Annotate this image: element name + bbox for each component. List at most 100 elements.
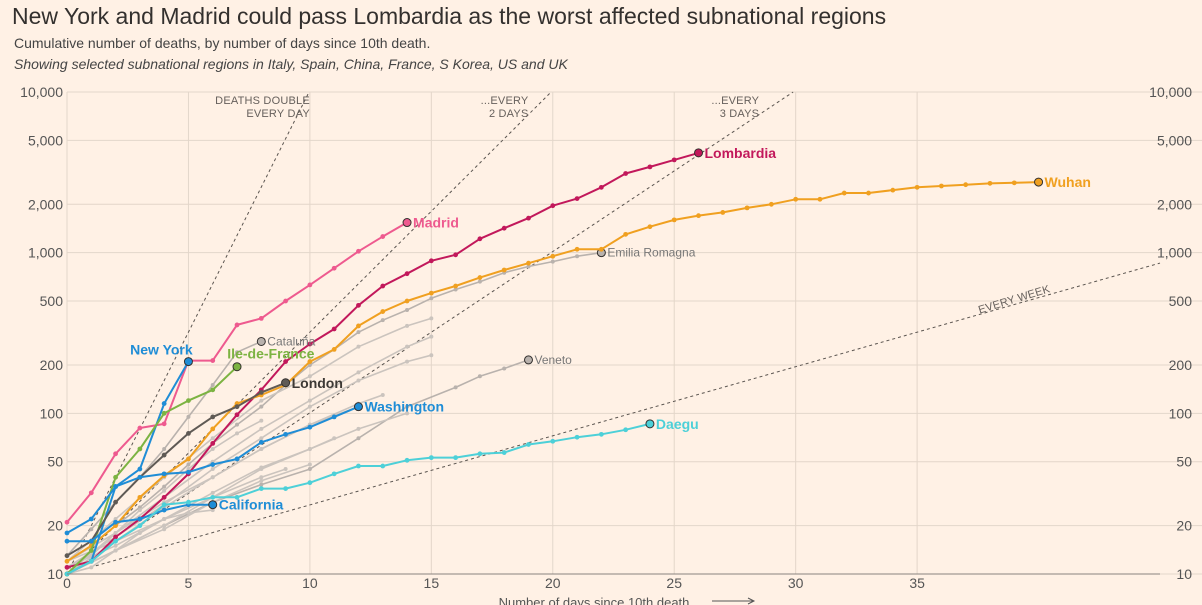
chart-subtitle: Cumulative number of deaths, by number o… [14,35,431,51]
series-point [259,404,264,409]
series-point [235,350,240,355]
series-point [307,398,312,403]
series-point [137,523,143,529]
series-point [259,398,264,403]
series-label: Daegu [656,416,699,432]
y-tick-label-right: 100 [1169,405,1193,421]
series-point [866,190,871,196]
series-label: California [219,497,284,513]
series-point [331,346,337,352]
series-point [64,530,70,536]
x-tick-label: 20 [545,575,561,591]
series-point [477,279,482,284]
series-point [210,387,216,393]
series-point [574,434,580,440]
reference-line-label-line: EVERY WEEK [977,283,1052,316]
series-point [428,258,434,264]
series-point [307,282,313,288]
series-point [429,316,434,321]
series-point [404,298,410,304]
series-point [186,398,191,404]
series-point [356,378,361,383]
reference-line-label: EVERY WEEK [977,283,1052,316]
series-point [404,271,410,277]
series-point [914,184,920,190]
series-point [162,446,167,451]
series-label: Veneto [534,353,572,367]
reference-line-label: ...EVERY 2 DAYS [481,95,529,120]
series-point [550,203,556,209]
reference-line-label: DEATHS DOUBLE EVERY DAY [215,95,310,120]
series-point [210,494,216,500]
series-point [258,389,264,395]
x-tick-label: 10 [302,575,318,591]
series-point [186,510,191,515]
series-point [64,519,70,525]
series-point [526,264,531,269]
series-point [405,307,410,312]
series-label: New York [130,342,193,358]
series-point [137,446,143,452]
series-point [696,213,701,219]
series-point [453,287,458,292]
series-labels-layer: Lombardia Wuhan Madrid New York Ile-de-Franc… [130,145,1091,513]
series-point [356,248,361,254]
series-point [817,196,823,202]
y-tick-label-left: 1,000 [28,245,63,261]
series-point [526,215,531,221]
series-point [186,414,191,419]
y-tick-label-left: 100 [40,405,64,421]
series-point [259,482,264,487]
series-point [88,516,94,522]
series-point [405,359,410,364]
series-point [963,182,969,188]
series-point [137,494,143,500]
series-point [235,422,240,427]
series-point [380,309,386,314]
series-point [623,171,629,176]
series-point [89,565,94,570]
x-tick-label: 25 [666,575,682,591]
y-tick-label-right: 10,000 [1149,84,1192,100]
reference-line [66,91,794,575]
series-label: Wuhan [1045,174,1091,190]
series-point [113,534,118,540]
series-point [234,322,240,328]
series-point [307,424,313,430]
series-point [405,344,410,349]
series-point [671,157,677,163]
series-point [113,516,118,521]
chart-subtitle-note: Showing selected subnational regions in … [14,56,568,72]
series-point [161,452,167,458]
series-end-marker [1034,177,1044,187]
series-point [137,425,143,431]
series-point [380,318,385,323]
y-tick-label-left: 500 [40,293,64,309]
series-label: Cataluña [267,334,315,348]
series-label: Washington [364,399,444,415]
y-tick-label-left: 5,000 [28,132,63,148]
series-point [380,283,386,289]
series-point [598,246,604,252]
series-point [210,358,216,363]
series-point [89,527,94,532]
series-point [259,436,264,441]
series-point [526,260,531,266]
x-tick-label: 0 [63,575,71,591]
series-point [380,393,385,398]
series-point [405,323,410,328]
series-point [550,438,556,444]
series-point [259,418,264,423]
series-point [161,494,167,500]
series-point [161,507,167,513]
series-point [405,404,410,409]
series-point [210,475,215,480]
series-point [429,334,434,339]
series-point [501,225,507,231]
series-point [161,410,167,416]
reference-line-label-line: DEATHS DOUBLE [215,95,310,107]
series-point [210,490,215,495]
series-end-marker [402,218,412,228]
